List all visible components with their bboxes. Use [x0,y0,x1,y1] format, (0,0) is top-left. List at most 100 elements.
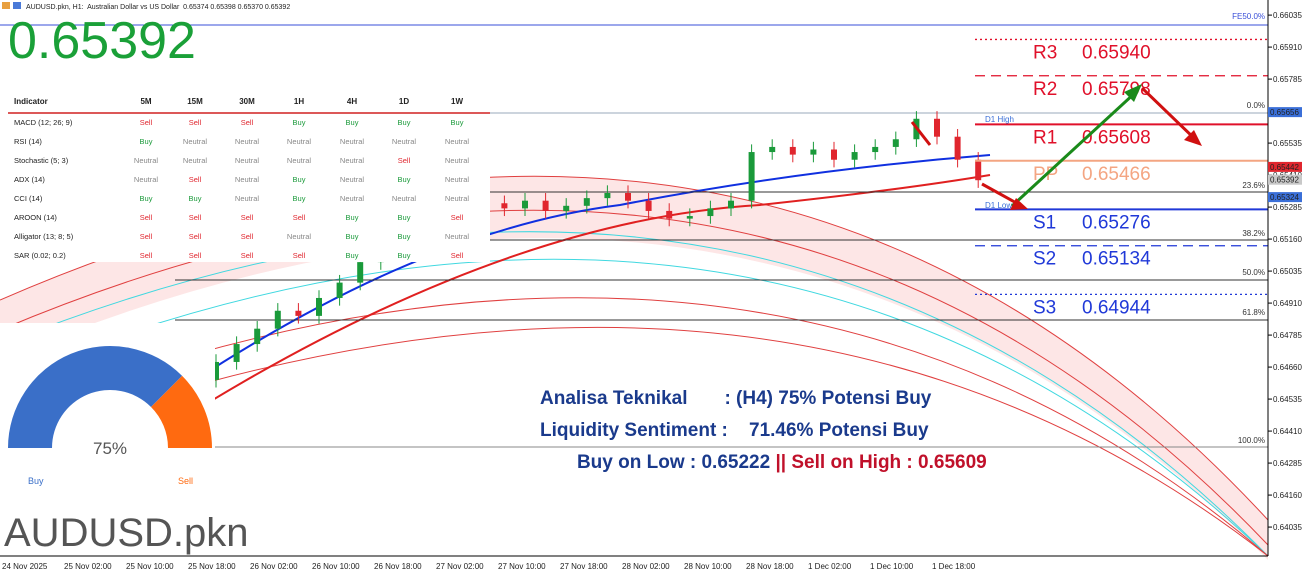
signal: Neutral [445,232,470,241]
signal: Buy [293,118,306,127]
signal: Neutral [183,137,208,146]
indicator-table: Indicator 5M 15M 30M 1H 4H 1D 1W MACD (12; 26; 9… [14,97,469,260]
candle-body [213,361,219,380]
candle-body [934,118,940,137]
pivot-name: S2 [1033,249,1056,270]
signal: Buy [189,194,202,203]
watermark: AUDUSD.pkn [4,511,249,555]
sell-high: Sell on High : 0.65609 [786,452,987,473]
header-title: AUDUSD.pkn, H1: Australian Dollar vs US … [26,4,290,11]
indicator-name: Alligator (13; 8; 5) [14,232,74,241]
y-tick-label: 0.66035 [1273,11,1302,20]
x-tick-label: 27 Nov 10:00 [498,562,546,571]
pivot-name: R1 [1033,127,1057,148]
icon [13,2,21,9]
candle-body [295,310,302,316]
gauge-sell [151,375,212,448]
signal: Neutral [183,156,208,165]
x-tick-label: 26 Nov 02:00 [250,562,298,571]
signal: Buy [346,213,359,222]
gauge-label: 75% [93,439,127,458]
signal: Sell [451,251,464,260]
x-tick-label: 28 Nov 02:00 [622,562,670,571]
table-bg [8,90,490,262]
pivot-name: S3 [1033,297,1056,318]
x-tick-label: 1 Dec 18:00 [932,562,976,571]
signal: Buy [140,194,153,203]
pivot-name: R3 [1033,42,1057,63]
signal: Buy [398,213,411,222]
table-header: 5M [140,97,151,106]
price-tag [1268,192,1302,203]
indicator-name: Stochastic (5; 3) [14,156,69,165]
y-tick-label: 0.64660 [1273,363,1302,372]
gauge-buy-label: Buy [28,476,44,486]
y-tick-label: 0.65285 [1273,203,1302,212]
price-tag [1268,161,1302,172]
signal: Sell [293,213,306,222]
signal: Neutral [287,156,312,165]
indicator-name: CCI (14) [14,194,43,203]
indicator-name: AROON (14) [14,213,57,222]
signal: Neutral [340,175,365,184]
signal: Neutral [445,156,470,165]
pivot-name: R2 [1033,79,1057,100]
big-price: 0.65392 [8,12,196,70]
candle-body [789,146,796,155]
x-tick-label: 28 Nov 10:00 [684,562,732,571]
signal: Neutral [235,137,260,146]
pivot-value: 0.65134 [1082,249,1151,270]
price-tag [1268,107,1302,118]
signal: Buy [398,232,411,241]
pivot-value: 0.64944 [1082,297,1151,318]
x-tick-label: 28 Nov 18:00 [746,562,794,571]
fib-label: 0.0% [1247,101,1265,110]
signal: Buy [451,118,464,127]
table-header: 15M [187,97,203,106]
fib-lines [175,112,1268,448]
signal: Sell [189,175,202,184]
candle-body [686,216,693,219]
y-tick-label: 0.65160 [1273,235,1302,244]
pivot-value: 0.65276 [1082,212,1151,233]
fib-label: 61.8% [1242,308,1265,317]
y-tick-label: 0.65035 [1273,267,1302,276]
gauge-sell-label: Sell [178,476,193,486]
table-header: 1D [399,97,409,106]
y-tick-label: 0.64785 [1273,331,1302,340]
table-header: 30M [239,97,255,106]
x-tick-label: 1 Dec 10:00 [870,562,914,571]
x-tick-label: 27 Nov 18:00 [560,562,608,571]
y-tick-label: 0.64035 [1273,523,1302,532]
indicator-name: SAR (0.02; 0.2) [14,251,66,260]
signal: Buy [398,118,411,127]
signal: Sell [241,251,254,260]
candle-body [357,262,364,283]
table-header: Indicator [14,97,48,106]
signal: Sell [398,156,411,165]
candle-body [254,328,261,345]
signal: Neutral [235,156,260,165]
candle-body [316,297,322,316]
signal: Neutral [235,175,260,184]
fib-label: FE50.0% [1232,12,1265,21]
signal: Sell [140,213,153,222]
indicator-name: RSI (14) [14,137,42,146]
table-header: 4H [347,97,357,106]
price-tag [1268,174,1302,185]
d1-label: D1 High [985,115,1014,124]
signal: Neutral [235,194,260,203]
fib-label: 23.6% [1242,181,1265,190]
y-tick-label: 0.64535 [1273,395,1302,404]
candle-body [769,146,776,153]
signal: Sell [189,213,202,222]
candle-body [707,208,714,217]
signal: Neutral [445,137,470,146]
candle-body [336,282,343,298]
candle-body [666,210,673,219]
buy-low: Buy on Low : 0.65222 [577,452,776,473]
signal: Buy [293,194,306,203]
x-tick-label: 26 Nov 18:00 [374,562,422,571]
